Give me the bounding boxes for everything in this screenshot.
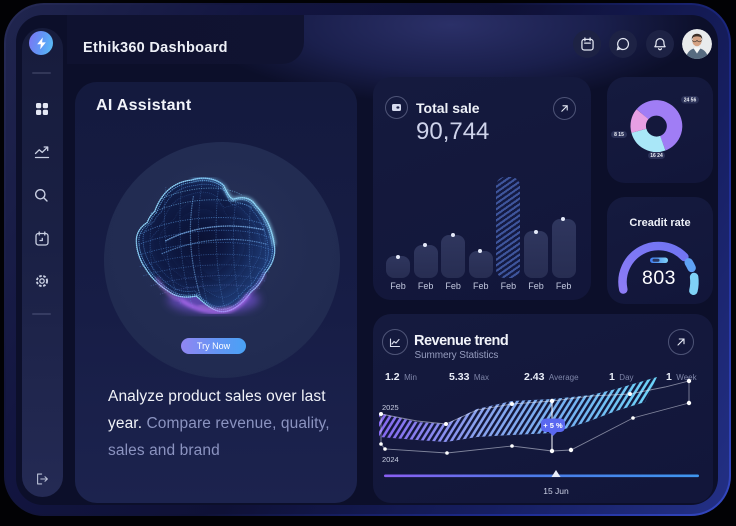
svg-text:2024: 2024 <box>382 455 399 464</box>
svg-text:24 56: 24 56 <box>684 97 697 103</box>
svg-text:2025: 2025 <box>382 403 399 412</box>
svg-text:16 24: 16 24 <box>650 153 663 159</box>
svg-text:803: 803 <box>642 267 676 289</box>
svg-text:+ 5 %: + 5 % <box>543 421 563 430</box>
svg-text:15 Jun: 15 Jun <box>543 486 569 496</box>
svg-text:8 15: 8 15 <box>614 132 624 138</box>
